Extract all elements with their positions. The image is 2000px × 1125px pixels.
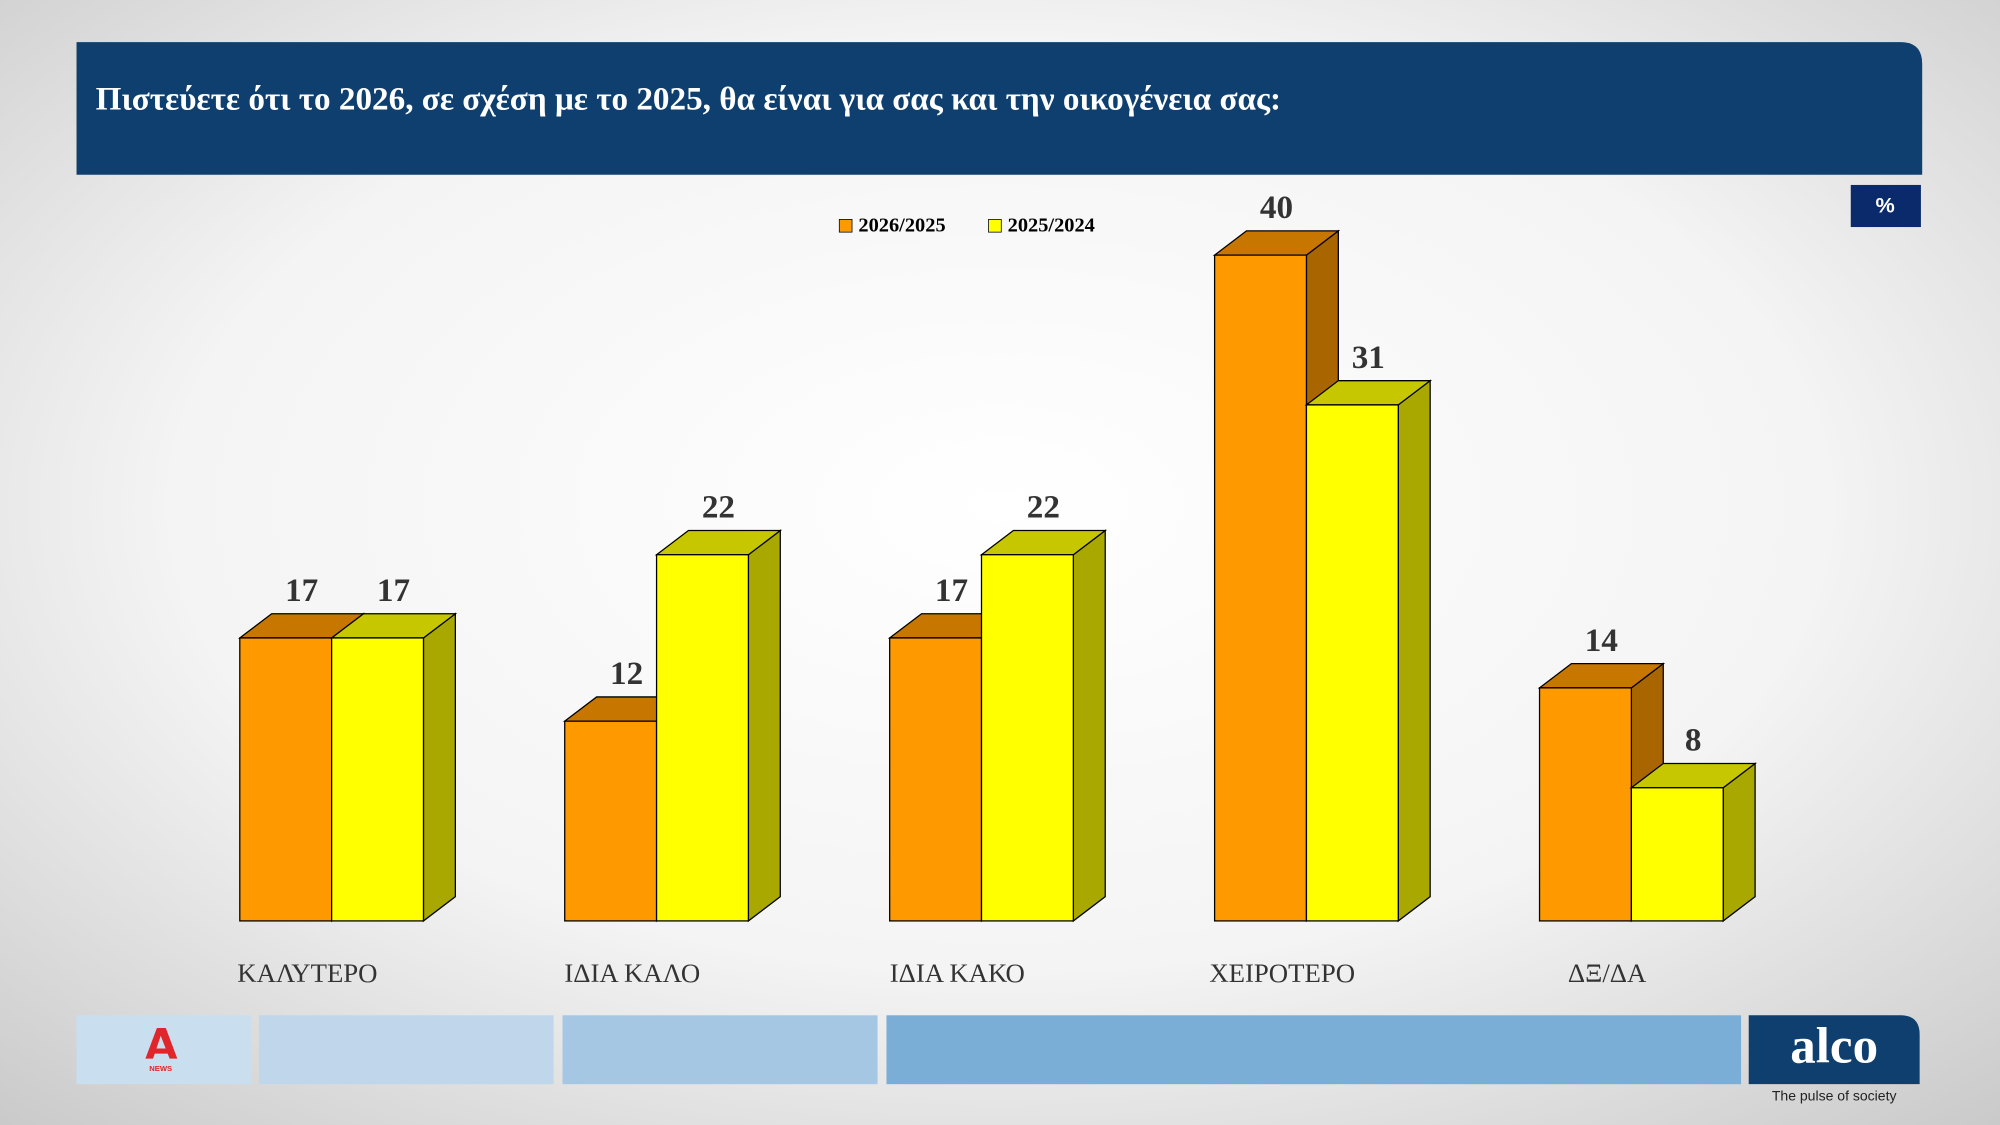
bar xyxy=(1213,254,1308,922)
bar-side xyxy=(422,612,456,923)
value-label: 12 xyxy=(610,655,643,692)
x-tick-label: ΧΕΙΡΟΤΕΡΟ xyxy=(1209,958,1355,988)
bar xyxy=(1305,404,1399,922)
value-label: 8 xyxy=(1685,722,1702,759)
legend-swatch xyxy=(838,219,853,233)
brand-name: alco xyxy=(1790,1019,1878,1075)
x-tick-label: ΔΞ/ΔΑ xyxy=(1568,958,1647,988)
x-tick-label: ΚΑΛΥΤΕΡΟ xyxy=(237,958,377,988)
value-label: 40 xyxy=(1260,189,1293,226)
bar xyxy=(1538,687,1633,922)
x-tick-label: ΙΔΙΑ ΚΑΚΟ xyxy=(890,958,1025,988)
footer: NEWS alco The pulse of society xyxy=(76,1015,1920,1104)
value-label: 17 xyxy=(377,572,410,609)
chart-title: Πιστεύετε ότι το 2026, σε σχέση με το 20… xyxy=(96,81,1281,118)
bar-side xyxy=(1072,529,1106,923)
bar-side xyxy=(1722,762,1756,923)
brand-box xyxy=(1748,1015,1920,1085)
news-logo-text: NEWS xyxy=(149,1064,172,1073)
bar-side xyxy=(1397,379,1431,923)
bar-side xyxy=(747,529,781,923)
value-label: 22 xyxy=(1027,489,1060,526)
legend-label: 2026/2025 xyxy=(858,215,945,237)
footer-panel xyxy=(562,1015,878,1085)
brand-tagline: The pulse of society xyxy=(1772,1088,1897,1104)
bar xyxy=(330,637,425,922)
header-bar xyxy=(76,42,1923,175)
value-label: 14 xyxy=(1585,622,1618,659)
news-logo-mark xyxy=(145,1028,178,1059)
x-tick-label: ΙΔΙΑ ΚΑΛΟ xyxy=(564,958,700,988)
value-label: 31 xyxy=(1352,339,1385,376)
footer-panel xyxy=(258,1015,554,1085)
legend-swatch xyxy=(988,219,1002,233)
value-label: 22 xyxy=(702,489,735,526)
bar xyxy=(564,720,658,922)
value-label: 17 xyxy=(285,572,318,609)
legend-label: 2025/2024 xyxy=(1008,215,1095,237)
value-label: 17 xyxy=(935,572,968,609)
bar xyxy=(655,554,750,922)
bar xyxy=(980,554,1074,922)
footer-panel xyxy=(886,1015,1742,1085)
bar xyxy=(1630,787,1724,922)
bar xyxy=(239,637,333,922)
unit-box xyxy=(1850,184,1921,228)
unit-label: % xyxy=(1876,192,1895,217)
bar xyxy=(889,637,983,922)
